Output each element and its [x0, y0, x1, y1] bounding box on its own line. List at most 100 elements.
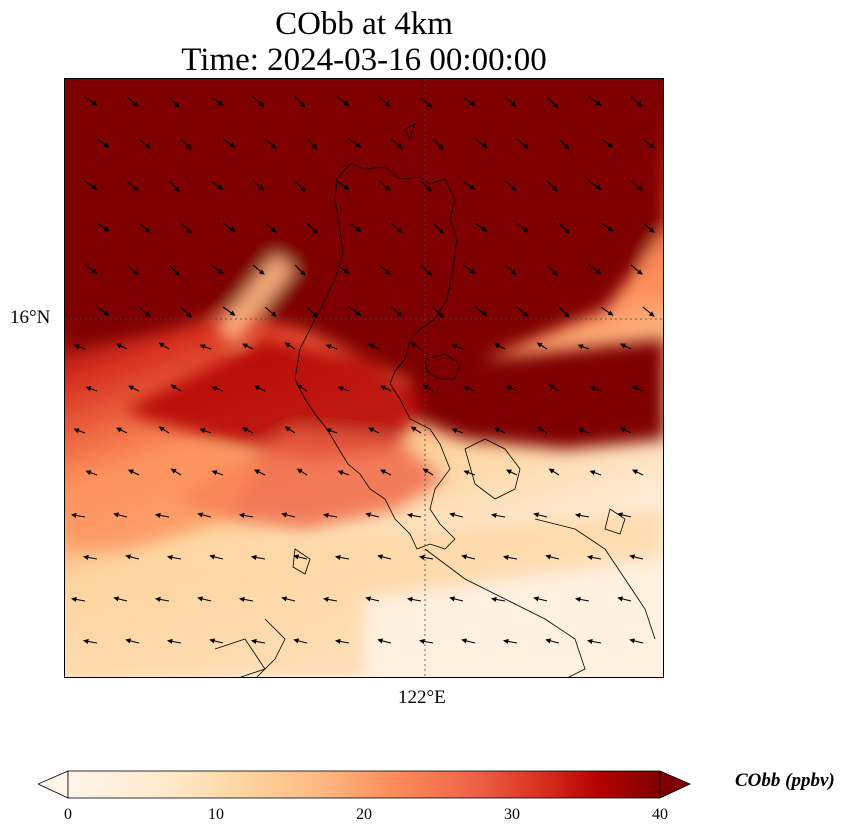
wind-vector-head [522, 311, 529, 317]
wind-vector-head [648, 311, 655, 317]
wind-vector-head [619, 427, 626, 433]
wind-vector-head [113, 512, 120, 518]
lon-tick-label: 122°E [398, 687, 446, 708]
wind-vector-head [410, 342, 417, 348]
wind-vector-head [132, 269, 139, 275]
colorbar-gradient [67, 770, 661, 799]
wind-vector-head [166, 554, 173, 561]
wind-vector-head [377, 638, 384, 644]
wind-vector-head [258, 101, 265, 107]
wind-vector-head [502, 638, 509, 645]
wind-vector-head [217, 184, 224, 190]
wind-vector-head [186, 312, 192, 318]
wind-vector-head [253, 385, 260, 391]
wind-vector-head [270, 311, 277, 317]
wind-vector-head [493, 427, 500, 433]
wind-vector-head [426, 186, 432, 192]
wind-vector-head [325, 344, 332, 350]
colorbar-tick-0: 0 [64, 806, 72, 823]
wind-vector-head [197, 596, 204, 602]
wind-vector-head [293, 638, 300, 644]
wind-vector-head [548, 384, 555, 390]
wind-vector-head [170, 384, 177, 390]
wind-vector-head [250, 638, 257, 645]
wind-vector-head [82, 638, 89, 645]
map-title: CObb at 4km [275, 6, 453, 42]
wind-vector-head [469, 268, 476, 274]
wind-vector-head [510, 269, 517, 275]
wind-vector-head [70, 596, 77, 603]
wind-vector-head [367, 427, 374, 433]
wind-vector-head [296, 468, 303, 474]
wind-vector-head [158, 342, 165, 348]
wind-vector-head [300, 102, 306, 108]
wind-vector-head [545, 638, 552, 644]
wind-vector-head [312, 144, 318, 150]
wind-vector-head [174, 270, 180, 276]
wind-vector-head [258, 269, 265, 275]
wind-vector-head [505, 385, 512, 391]
wind-vector-head [312, 228, 318, 234]
wind-vector-head [577, 344, 584, 350]
wind-vector-head [144, 311, 151, 317]
wind-vector-head [648, 143, 655, 149]
wind-vector-head [103, 310, 110, 316]
wind-vector-head [217, 100, 224, 106]
wind-vector-head [199, 344, 206, 350]
wind-vector-head [481, 310, 488, 316]
wind-vector-head [586, 638, 593, 645]
wind-vectors [70, 96, 655, 645]
wind-vector-head [337, 470, 344, 476]
wind-vector-head [343, 184, 350, 190]
wind-vector-head [322, 512, 329, 519]
wind-vector-head [154, 596, 161, 603]
wind-vector-head [85, 470, 92, 476]
wind-vector-head [636, 269, 643, 275]
wind-vector-head [125, 554, 132, 560]
wind-vector-head [91, 268, 98, 274]
wind-vector-head [238, 596, 245, 603]
wind-vector-head [384, 101, 391, 107]
wind-vector-head [170, 468, 177, 474]
wind-vector-head [154, 512, 161, 519]
wind-vector-head [144, 143, 151, 149]
wind-vector-head [144, 227, 151, 233]
wind-vector-head [564, 228, 570, 234]
wind-vector-head [115, 427, 122, 433]
wind-vector-head [199, 428, 206, 434]
wind-vector-head [325, 428, 332, 434]
wind-vector-head [522, 143, 529, 149]
wind-vector-head [365, 512, 372, 518]
wind-vector-head [132, 101, 139, 107]
wind-vector-head [564, 144, 570, 150]
wind-vector-head [438, 228, 444, 234]
wind-vector-head [281, 596, 288, 602]
wind-vector-head [258, 185, 265, 191]
wind-vector-head [510, 101, 517, 107]
colorbar-tick-30: 30 [504, 806, 520, 823]
wind-vector-head [617, 512, 624, 518]
wind-vector-head [253, 469, 260, 475]
wind-vector-head [552, 270, 558, 276]
wind-vector-head [127, 385, 134, 391]
wind-vector-head [379, 469, 386, 475]
wind-vector-head [451, 428, 458, 434]
wind-vector-head [396, 227, 403, 233]
wind-vector-head [379, 385, 386, 391]
wind-vector-head [355, 142, 362, 148]
wind-vector-head [426, 270, 432, 276]
wind-vector-head [536, 342, 543, 348]
wind-vector-head [631, 469, 638, 475]
wind-vector-head [586, 554, 593, 561]
wind-vector-head [410, 426, 417, 432]
wind-vector-head [552, 186, 558, 192]
wind-vector-head [103, 226, 110, 232]
wind-vector-head [209, 554, 216, 560]
wind-vector-head [406, 596, 413, 603]
map-time-subtitle: Time: 2024-03-16 00:00:00 [181, 42, 547, 78]
wind-vector-head [355, 310, 362, 316]
wind-vector-head [617, 596, 624, 602]
wind-vector-head [217, 268, 224, 274]
wind-vector-head [115, 343, 122, 349]
wind-vector-head [334, 638, 341, 645]
